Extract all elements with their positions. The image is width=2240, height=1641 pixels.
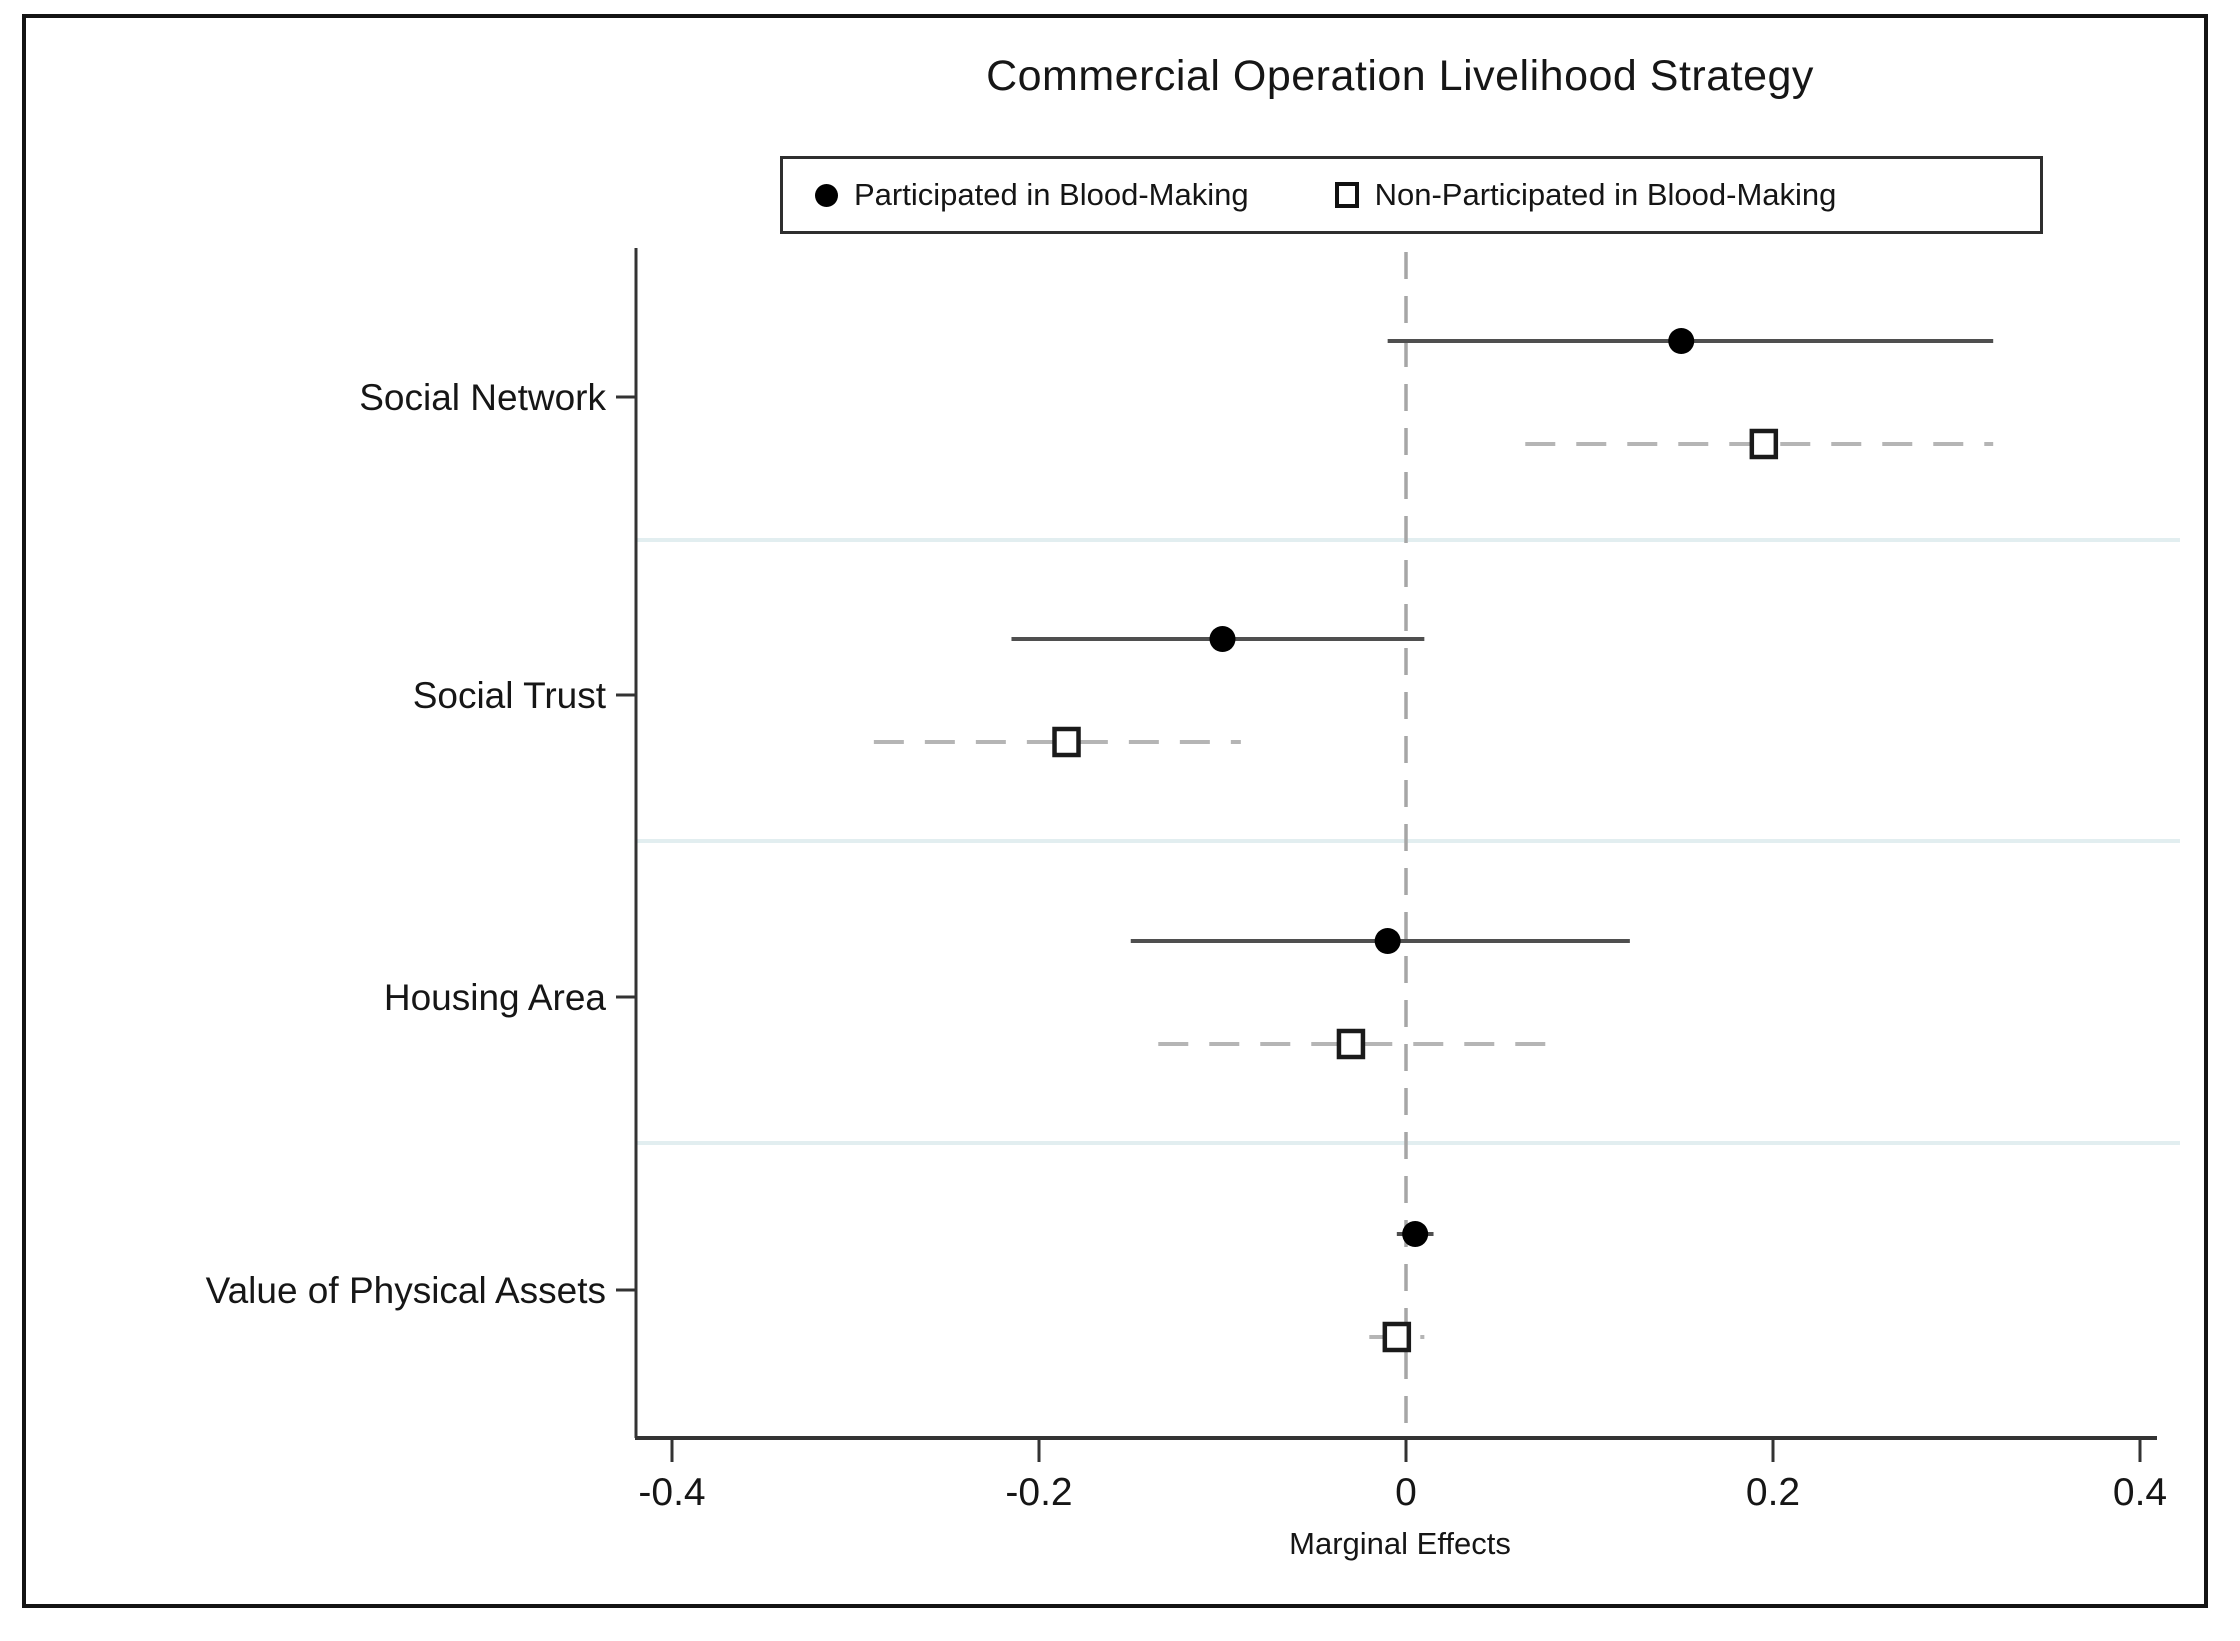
marker-filled-circle	[1402, 1221, 1429, 1247]
x-tick-label: 0	[1395, 1471, 1417, 1514]
legend: Participated in Blood-Making Non-Partici…	[780, 156, 2043, 234]
y-axis-category-label: Value of Physical Assets	[206, 1270, 606, 1311]
x-tick-label: -0.4	[638, 1471, 705, 1514]
y-axis-category-label: Social Trust	[413, 675, 607, 716]
marker-hollow-square	[1382, 1321, 1412, 1353]
legend-label-participated: Participated in Blood-Making	[854, 177, 1249, 212]
marker-hollow-square	[1749, 428, 1779, 460]
y-axis-category-label: Social Network	[359, 377, 606, 418]
x-tick-label: 0.2	[1746, 1471, 1800, 1514]
x-tick-label: -0.2	[1005, 1471, 1072, 1514]
marker-filled-circle	[1374, 928, 1401, 954]
marker-hollow-square	[1336, 1028, 1366, 1060]
legend-item-participated: Participated in Blood-Making	[815, 177, 1249, 213]
filled-circle-marker-icon	[815, 183, 838, 207]
x-axis-title: Marginal Effects	[1289, 1526, 1511, 1561]
legend-label-non-participated: Non-Participated in Blood-Making	[1374, 177, 1837, 212]
marker-filled-circle	[1209, 626, 1236, 652]
marker-filled-circle	[1668, 328, 1695, 354]
chart-title: Commercial Operation Livelihood Strategy	[986, 52, 1814, 100]
hollow-square-marker-icon	[1334, 182, 1359, 208]
y-axis-category-label: Housing Area	[384, 977, 607, 1018]
figure-border	[22, 14, 2208, 1608]
x-tick-label: 0.4	[2113, 1471, 2167, 1514]
marker-hollow-square	[1052, 726, 1081, 758]
legend-item-non-participated: Non-Participated in Blood-Making	[1334, 177, 1837, 213]
